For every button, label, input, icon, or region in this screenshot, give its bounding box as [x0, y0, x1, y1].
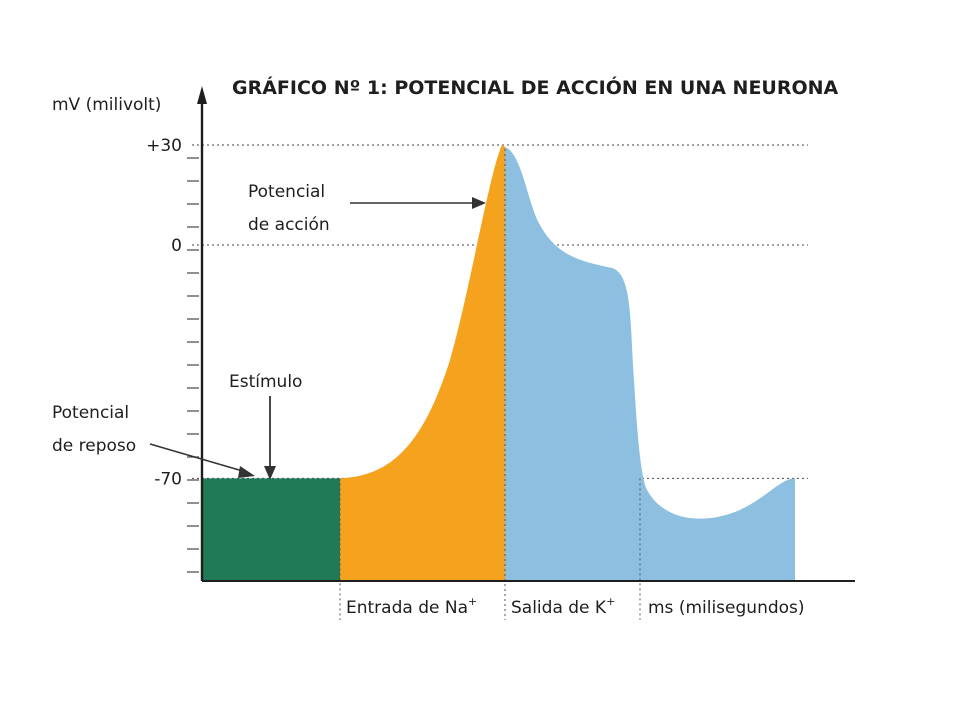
phase-label-k: Salida de K+: [511, 595, 615, 618]
annotation-action-potential-line1: Potencial: [248, 182, 325, 202]
phase-separators: [339, 149, 641, 620]
annotation-action-potential-line2: de acción: [248, 215, 330, 235]
annotation-stimulus: Estímulo: [229, 372, 302, 392]
repolarization-area: [505, 147, 795, 581]
y-tick-label-0: 0: [171, 236, 182, 256]
y-tick-label-minus70: -70: [154, 469, 182, 489]
depolarization-area: [340, 145, 505, 581]
chart-title: GRÁFICO Nº 1: POTENCIAL DE ACCIÓN EN UNA…: [232, 75, 839, 99]
y-axis-label: mV (milivolt): [52, 95, 161, 115]
arrow-right-icon: [472, 197, 486, 209]
arrow-down-icon: [264, 466, 276, 480]
annotation-resting-line1: Potencial: [52, 403, 129, 423]
resting-phase-area: [202, 478, 340, 581]
arrow-diagonal-icon: [238, 466, 255, 478]
annotation-resting-line2: de reposo: [52, 436, 136, 456]
resting-pointer: [149, 443, 247, 473]
phase-label-na: Entrada de Na+: [346, 595, 477, 618]
x-axis-label: ms (milisegundos): [648, 598, 805, 618]
y-tick-label-30: +30: [146, 136, 182, 156]
y-minor-ticks: [187, 157, 199, 573]
y-axis-arrow-icon: [197, 86, 207, 104]
